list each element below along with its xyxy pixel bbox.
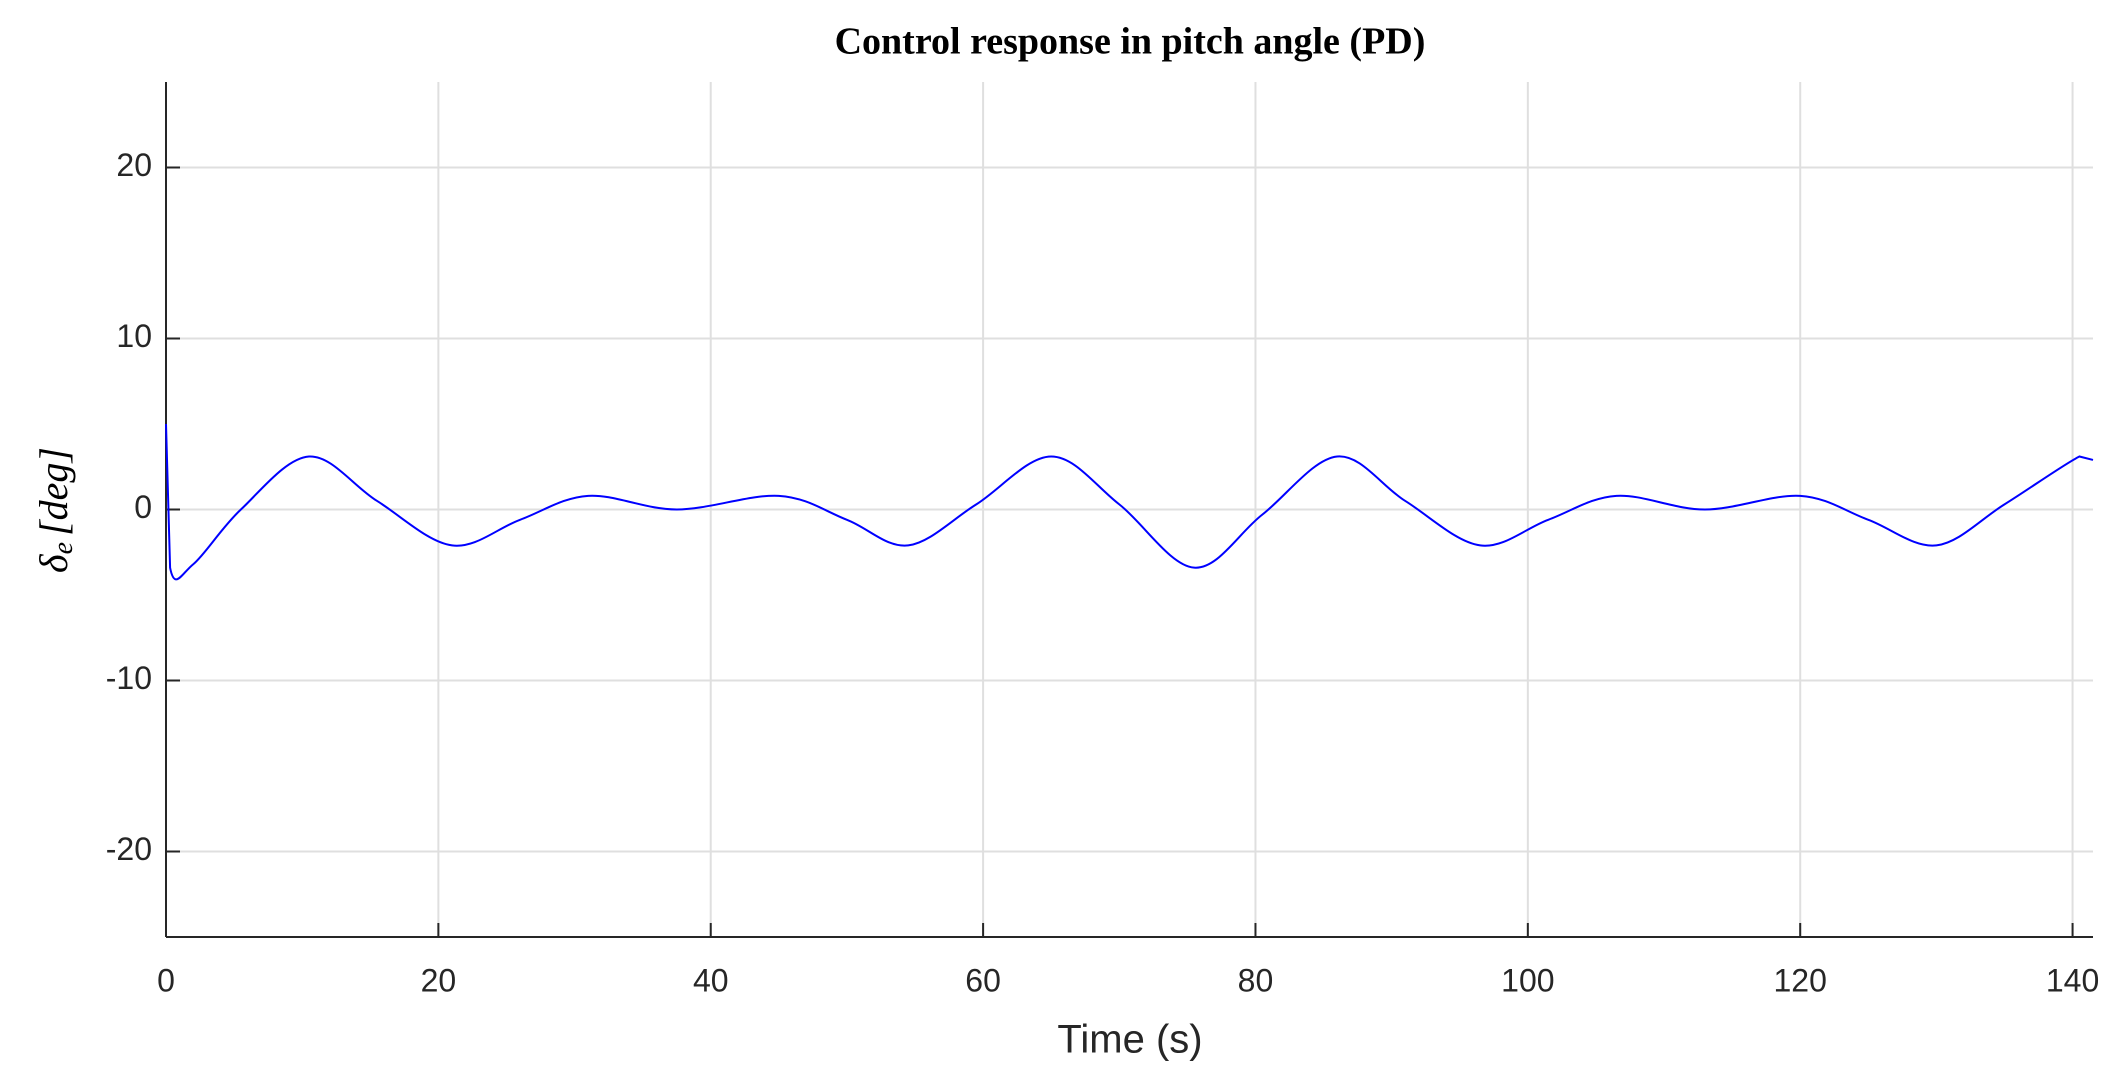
chart-title: Control response in pitch angle (PD) bbox=[835, 21, 1426, 63]
y-tick-label: -10 bbox=[106, 660, 152, 696]
x-axis-label: Time (s) bbox=[1057, 1018, 1202, 1062]
y-label-subscript: e bbox=[48, 542, 79, 554]
x-tick-label: 60 bbox=[965, 962, 1001, 998]
data-line bbox=[165, 423, 2094, 581]
y-label-unit: [deg] bbox=[31, 447, 76, 536]
x-tick-label: 120 bbox=[1774, 962, 1827, 998]
y-tick-label: 20 bbox=[116, 147, 152, 183]
x-tick-label: 20 bbox=[421, 962, 457, 998]
y-label-symbol: δ bbox=[31, 553, 76, 573]
x-tick-label: 40 bbox=[693, 962, 729, 998]
y-tick-label: 0 bbox=[134, 489, 152, 525]
y-tick-label: 10 bbox=[116, 318, 152, 354]
x-tick-label: 80 bbox=[1238, 962, 1274, 998]
y-tick-label: -20 bbox=[106, 831, 152, 867]
x-tick-label: 140 bbox=[2046, 962, 2099, 998]
x-tick-label: 100 bbox=[1501, 962, 1554, 998]
y-axis-label: δe [deg] bbox=[31, 447, 79, 573]
x-tick-label: 0 bbox=[157, 962, 175, 998]
